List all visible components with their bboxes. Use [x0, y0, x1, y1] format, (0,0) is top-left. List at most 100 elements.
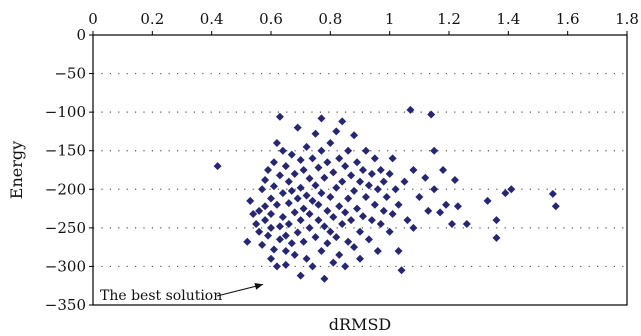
data-point [356, 227, 364, 236]
data-point [267, 223, 275, 232]
data-point [406, 105, 415, 114]
data-point [296, 271, 305, 280]
data-point [323, 206, 332, 215]
data-point [483, 196, 492, 205]
data-point [379, 206, 388, 215]
data-point [281, 162, 290, 171]
data-point [267, 209, 275, 218]
data-point [264, 231, 273, 240]
data-point [373, 185, 382, 194]
data-point [296, 155, 305, 164]
data-point [329, 213, 338, 222]
data-point [329, 168, 338, 177]
data-point [287, 150, 296, 159]
data-point [275, 222, 284, 231]
data-point [302, 142, 311, 151]
data-point [308, 154, 317, 163]
data-point [323, 158, 332, 167]
data-point [347, 216, 356, 225]
data-point [258, 185, 267, 194]
data-point [272, 262, 281, 271]
data-point [341, 162, 350, 171]
data-point [287, 186, 296, 195]
data-point [379, 177, 388, 186]
data-point [364, 235, 373, 244]
data-point [284, 177, 293, 186]
data-point [296, 183, 305, 192]
data-point [403, 216, 412, 225]
x-tick-label: 0 [88, 10, 98, 28]
data-point [302, 191, 311, 200]
data-point [332, 183, 341, 192]
y-tick-label: −250 [45, 219, 86, 237]
data-point [332, 127, 341, 136]
y-tick-label: −150 [45, 142, 86, 160]
data-point [272, 200, 281, 209]
data-point [320, 173, 329, 182]
data-point [213, 162, 222, 171]
data-point [344, 146, 353, 155]
x-tick-label: 0.4 [200, 10, 224, 28]
data-point [453, 202, 462, 211]
data-point [302, 254, 311, 263]
data-point [367, 216, 376, 225]
data-point [442, 200, 451, 209]
x-tick-label: 1.2 [437, 10, 461, 28]
data-point [421, 173, 430, 182]
data-point [344, 237, 353, 246]
data-point [308, 262, 317, 271]
data-point [290, 250, 299, 259]
data-point [293, 194, 302, 203]
data-point [447, 220, 456, 228]
data-point [326, 227, 335, 236]
y-axis-title: Energy [7, 141, 26, 199]
data-point [367, 169, 376, 178]
data-point [332, 233, 341, 242]
data-point [296, 216, 305, 225]
data-point [275, 171, 284, 180]
y-tick-label: −100 [45, 103, 86, 121]
data-point [269, 158, 278, 167]
data-point [305, 209, 314, 218]
data-point [243, 237, 252, 246]
data-point [335, 250, 344, 259]
data-point [492, 216, 501, 225]
data-point [281, 247, 290, 255]
data-point [358, 212, 367, 221]
data-point [391, 185, 400, 194]
data-point [341, 208, 350, 217]
data-point [317, 114, 326, 123]
data-point [388, 154, 397, 163]
data-point [264, 166, 273, 174]
data-point [341, 262, 350, 271]
data-point [284, 220, 293, 228]
data-point [462, 220, 471, 228]
data-point [269, 182, 278, 191]
data-point [373, 247, 382, 255]
data-point [353, 204, 362, 213]
data-point [299, 204, 308, 213]
data-point [320, 274, 329, 283]
data-point [326, 139, 335, 147]
data-point [299, 166, 308, 174]
data-point [290, 169, 299, 178]
data-point [261, 176, 270, 185]
data-point [430, 185, 439, 194]
data-point [314, 163, 323, 172]
data-point [361, 193, 370, 201]
x-tick-label: 1 [385, 10, 395, 28]
data-point [501, 189, 510, 198]
data-point [353, 158, 362, 167]
data-point [507, 185, 516, 194]
data-point [358, 166, 367, 174]
data-point [311, 233, 320, 242]
data-point [370, 154, 379, 163]
data-point [364, 181, 373, 190]
data-point [335, 154, 344, 163]
data-point [261, 216, 270, 225]
data-point [376, 166, 385, 174]
data-point [338, 220, 347, 228]
data-point [356, 254, 364, 263]
data-point [492, 233, 501, 242]
data-point [323, 239, 332, 248]
